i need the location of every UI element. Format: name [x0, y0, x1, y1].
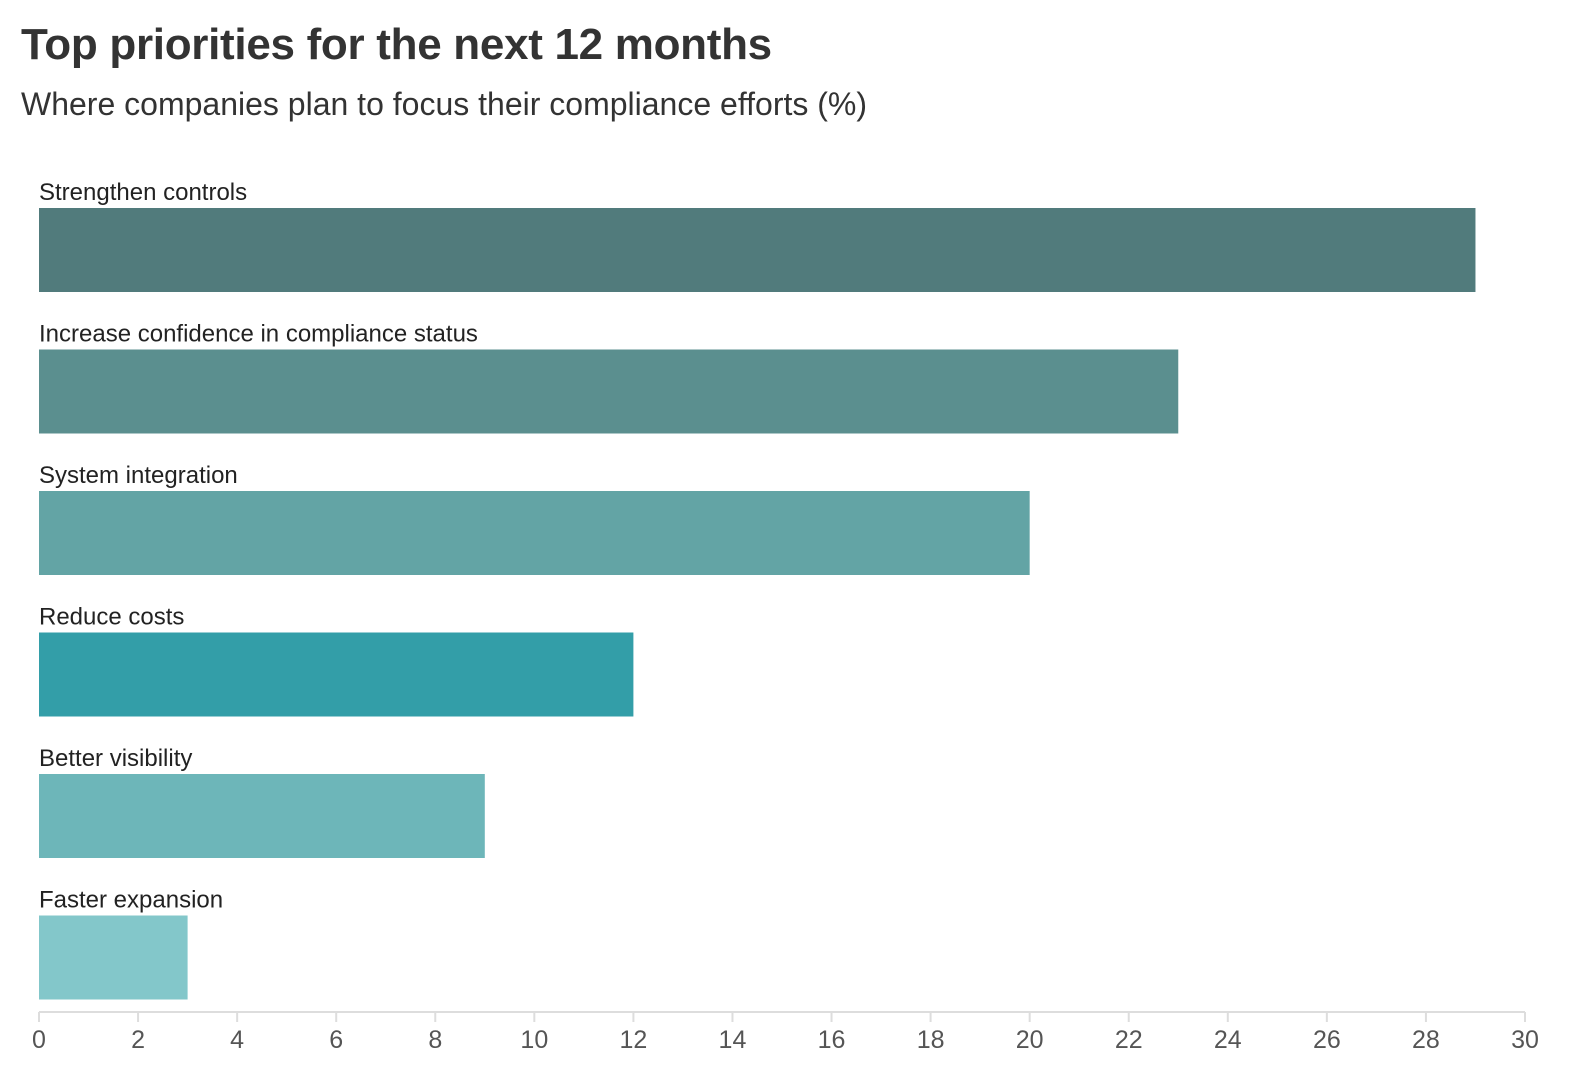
x-tick-label: 24 [1214, 1026, 1242, 1054]
x-tick-label: 16 [818, 1026, 846, 1054]
bar-system-integration [39, 491, 1030, 575]
x-tick-label: 22 [1115, 1026, 1143, 1054]
x-tick-label: 20 [1016, 1026, 1044, 1054]
bars-group [39, 208, 1476, 1000]
bar-faster-expansion [39, 915, 188, 1000]
x-tick-label: 4 [230, 1026, 244, 1054]
x-tick-label: 14 [719, 1026, 747, 1054]
x-tick-label: 12 [619, 1026, 647, 1054]
bar-better-visibility [39, 774, 485, 858]
x-tick-label: 6 [329, 1026, 343, 1054]
category-label-strengthen-controls: Strengthen controls [39, 179, 247, 206]
x-tick-label: 2 [131, 1026, 145, 1054]
x-tick-label: 8 [428, 1026, 442, 1054]
category-labels: Strengthen controls Increase confidence i… [39, 179, 478, 914]
x-tick-label: 10 [520, 1026, 548, 1054]
x-tick-label: 30 [1511, 1026, 1539, 1054]
bar-strengthen-controls [39, 208, 1476, 292]
category-label-system-integration: System integration [39, 462, 238, 489]
x-tick-label: 26 [1313, 1026, 1341, 1054]
chart-title: Top priorities for the next 12 months [21, 20, 772, 69]
x-tick-label: 28 [1412, 1026, 1440, 1054]
x-tick-label: 18 [917, 1026, 945, 1054]
category-label-reduce-costs: Reduce costs [39, 604, 184, 631]
x-axis: 0 2 4 6 8 10 12 14 16 18 20 22 24 26 28 30 [32, 1011, 1539, 1054]
bar-reduce-costs [39, 632, 634, 717]
category-label-faster-expansion: Faster expansion [39, 887, 223, 914]
x-tick-label: 0 [32, 1026, 46, 1054]
category-label-increase-confidence-in-compliance-status: Increase confidence in compliance status [39, 321, 478, 348]
category-label-better-visibility: Better visibility [39, 745, 192, 772]
chart-subtitle: Where companies plan to focus their comp… [21, 86, 868, 122]
bar-increase-confidence-in-compliance-status [39, 349, 1179, 434]
